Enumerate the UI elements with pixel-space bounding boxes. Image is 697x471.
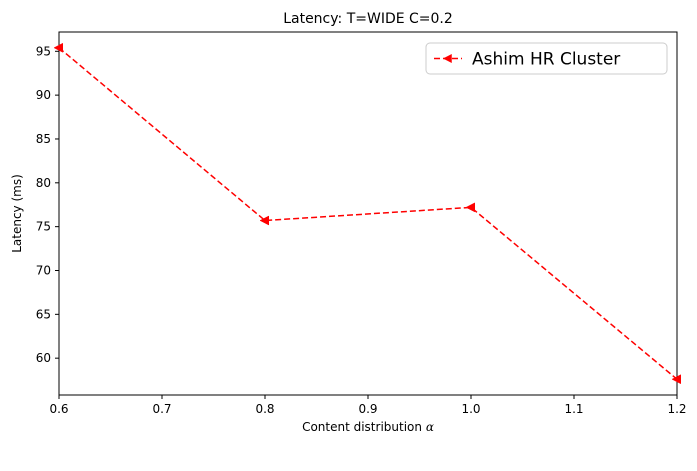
plot-content xyxy=(53,42,681,385)
x-axis-ticks: 0.6 0.7 0.8 0.9 1.0 1.1 1.2 xyxy=(49,395,687,416)
y-tick-label: 70 xyxy=(36,263,51,277)
y-tick-label: 65 xyxy=(36,307,51,321)
chart-title: Latency: T=WIDE C=0.2 xyxy=(283,11,453,27)
y-tick-label: 60 xyxy=(36,351,51,365)
data-point xyxy=(465,202,475,213)
x-tick-label: 0.6 xyxy=(49,402,68,416)
x-tick-label: 0.8 xyxy=(255,402,274,416)
x-tick-label: 1.0 xyxy=(461,402,480,416)
x-tick-label: 0.9 xyxy=(358,402,377,416)
series-line xyxy=(58,47,678,380)
data-point xyxy=(259,215,269,226)
y-axis-ticks: 60 65 70 75 80 85 90 95 xyxy=(36,44,59,365)
y-tick-label: 85 xyxy=(36,132,51,146)
x-tick-label: 0.7 xyxy=(152,402,171,416)
x-tick-label: 1.1 xyxy=(564,402,583,416)
y-tick-label: 75 xyxy=(36,220,51,234)
legend-marker xyxy=(443,54,452,63)
data-point xyxy=(671,374,681,385)
x-axis-title: Content distribution α xyxy=(302,420,434,434)
y-tick-label: 90 xyxy=(36,88,51,102)
legend-label: Ashim HR Cluster xyxy=(472,50,620,70)
legend: Ashim HR Cluster xyxy=(425,42,668,75)
y-tick-label: 80 xyxy=(36,176,51,190)
x-tick-label: 1.2 xyxy=(667,402,686,416)
legend-box xyxy=(425,42,668,75)
y-axis-title: Latency (ms) xyxy=(10,174,24,253)
y-tick-label: 95 xyxy=(36,44,51,58)
data-point xyxy=(53,42,63,53)
